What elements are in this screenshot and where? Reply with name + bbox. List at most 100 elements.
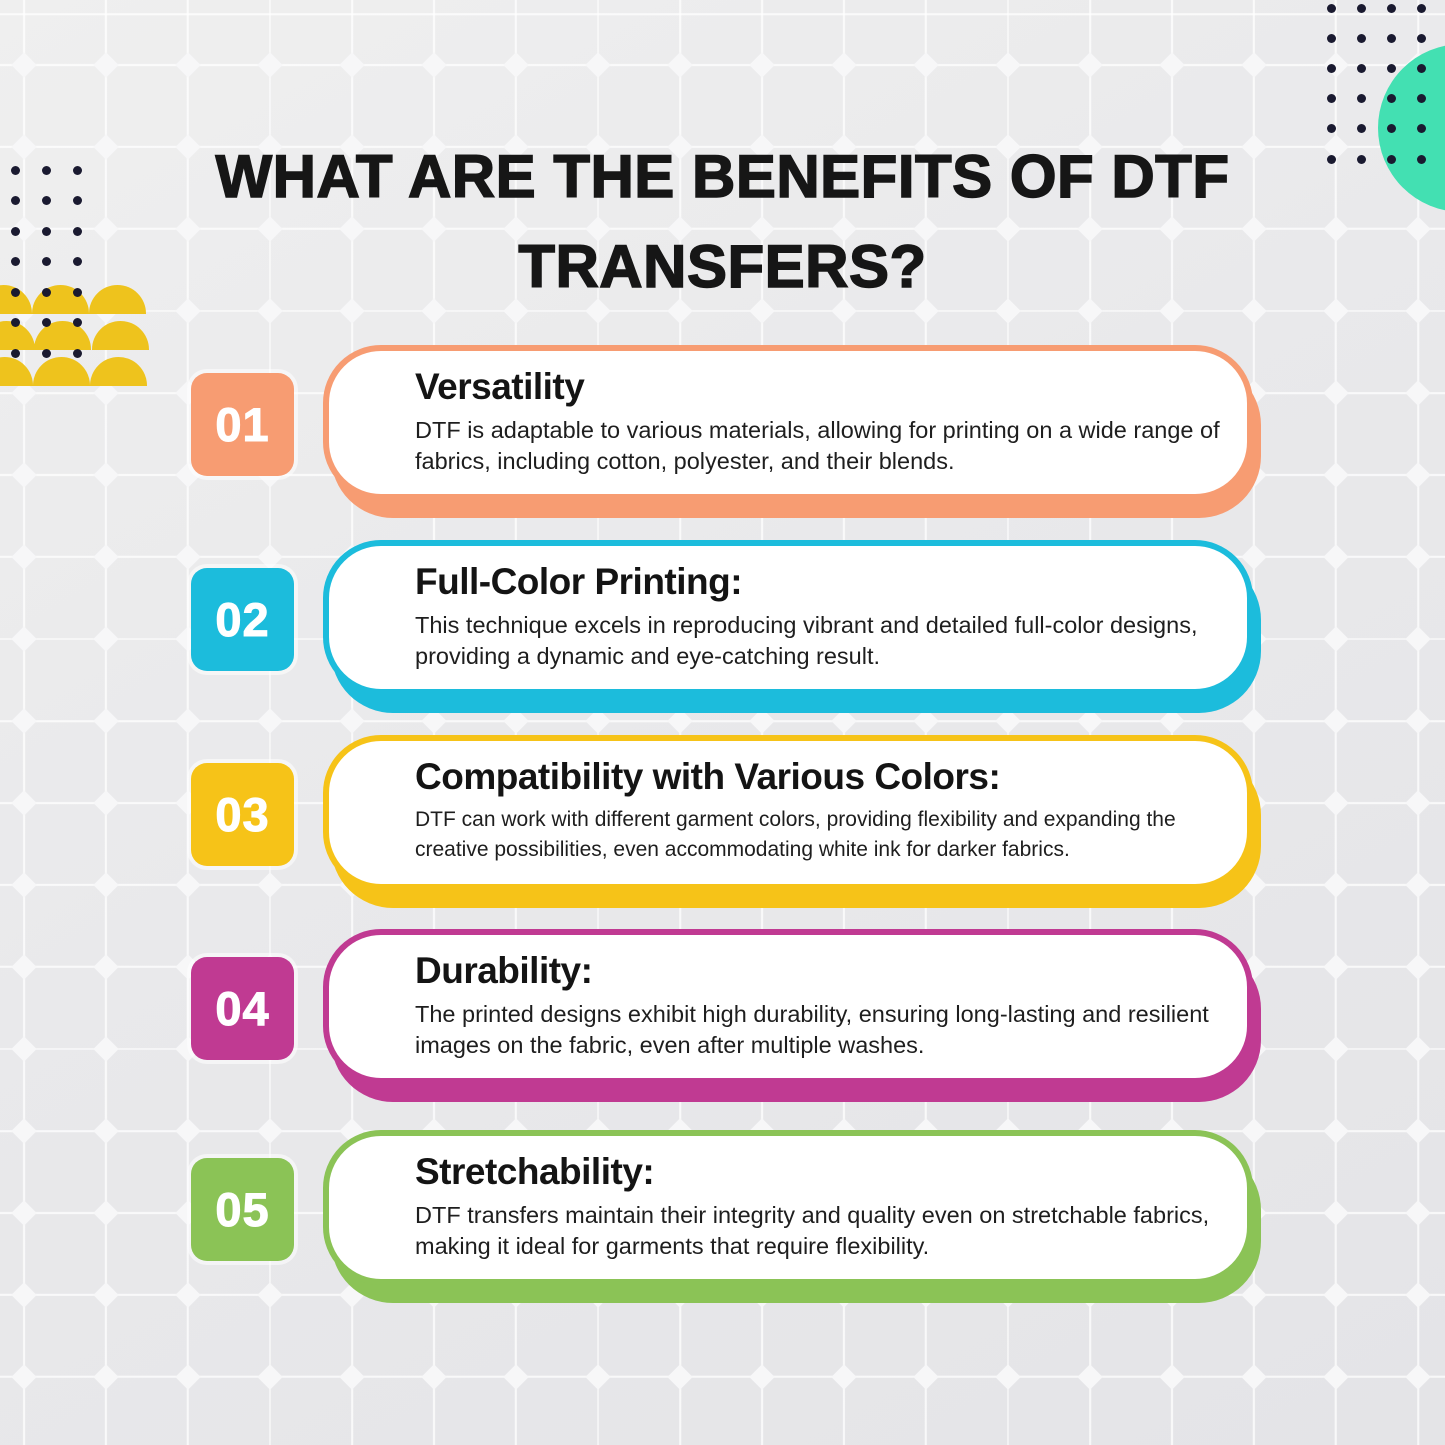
benefit-heading: Stretchability: [415,1151,655,1192]
number-badge-05: 05 [191,1158,294,1261]
decoration-dot [1387,124,1397,134]
number-badge-04: 04 [191,957,294,1060]
grid-diamond [1241,52,1267,78]
grid-diamond [995,52,1021,78]
decoration-dot [41,348,51,358]
benefit-heading: Versatility [415,366,585,407]
decoration-dot [1356,3,1366,13]
decoration-dot [1387,63,1397,73]
decoration-dot [1417,33,1427,43]
decoration-dot [1387,33,1397,43]
grid-diamond [175,1364,201,1390]
decoration-dot [41,318,51,327]
grid-diamond [421,52,447,78]
benefit-heading: Durability: [415,950,593,991]
grid-diamond [339,1364,365,1390]
decoration-dot [1387,154,1397,164]
page-title-line2: TRANSFERS? [518,232,927,301]
grid-diamond [913,1364,939,1390]
grid-diamond [585,52,611,78]
grid-diamond [1405,1364,1431,1390]
grid-diamond [913,52,939,78]
benefit-body: DTF is adaptable to various materials, a… [415,417,1220,474]
decoration-dot [1387,94,1397,104]
grid-diamond [503,1364,529,1390]
decoration-dot [72,348,82,358]
benefit-heading: Full-Color Printing: [415,561,743,602]
decoration-dot [1326,94,1336,104]
grid-diamond [667,52,693,78]
benefit-row-5: Stretchability: DTF transfers maintain t… [0,1130,1445,1325]
decoration-dot [10,257,20,266]
benefit-body: This technique excels in reproducing vib… [415,612,1198,669]
grid-diamond [749,52,775,78]
card-face: Stretchability: DTF transfers maintain t… [323,1130,1253,1285]
decoration-dot [10,165,20,175]
decoration-dot [1417,154,1427,164]
decoration-dot [72,226,82,236]
decoration-dot [1356,94,1366,104]
decoration-dot [10,348,20,358]
decoration-dot [72,165,82,175]
grid-diamond [1241,1364,1267,1390]
decoration-dot [41,287,51,297]
decoration-dot [72,287,82,297]
grid-diamond [585,1364,611,1390]
decoration-dot [1417,3,1427,13]
decoration-dot [1326,33,1336,43]
grid-diamond [749,1364,775,1390]
grid-diamond [1159,52,1185,78]
benefit-row-1: Versatility DTF is adaptable to various … [0,345,1445,540]
benefit-card-3: Compatibility with Various Colors: DTF c… [323,735,1261,908]
grid-diamond [667,1364,693,1390]
grid-diamond [93,52,119,78]
benefit-heading: Compatibility with Various Colors: [415,756,1001,797]
card-face: Durability: The printed designs exhibit … [323,929,1253,1084]
grid-diamond [339,52,365,78]
grid-diamond [1323,1364,1349,1390]
number-badge-01: 01 [191,373,294,476]
benefit-body: DTF can work with different garment colo… [415,808,1176,861]
grid-diamond [831,1364,857,1390]
page-title: WHAT ARE THE BENEFITS OF DTF TRANSFERS? [0,132,1445,312]
benefit-body: The printed designs exhibit high durabil… [415,1001,1209,1058]
grid-diamond [1077,52,1103,78]
card-face: Compatibility with Various Colors: DTF c… [323,735,1253,890]
grid-diamond [1159,1364,1185,1390]
benefit-row-2: Full-Color Printing: This technique exce… [0,540,1445,735]
grid-diamond [503,52,529,78]
decoration-dot [1326,154,1336,164]
decoration-dot [1417,124,1427,134]
benefit-card-5: Stretchability: DTF transfers maintain t… [323,1130,1261,1303]
decoration-dot [41,165,51,175]
card-face: Versatility DTF is adaptable to various … [323,345,1253,500]
benefit-card-4: Durability: The printed designs exhibit … [323,929,1261,1102]
card-face: Full-Color Printing: This technique exce… [323,540,1253,695]
grid-diamond [175,52,201,78]
grid-diamond [421,1364,447,1390]
benefit-card-1: Versatility DTF is adaptable to various … [323,345,1261,518]
decoration-dot [10,196,20,205]
decoration-dot [1356,124,1366,134]
decoration-dot [1417,94,1427,104]
grid-diamond [831,52,857,78]
benefit-row-3: Compatibility with Various Colors: DTF c… [0,735,1445,930]
decoration-dot [41,226,51,236]
decoration-dot [1417,63,1427,73]
decoration-dot [10,226,20,236]
decoration-dot [72,196,82,205]
benefit-card-2: Full-Color Printing: This technique exce… [323,540,1261,713]
decoration-dot [1326,124,1336,134]
decoration-dot [1326,3,1336,13]
decoration-dot [41,196,51,205]
grid-diamond [93,1364,119,1390]
decoration-dot [1356,33,1366,43]
grid-diamond [1077,1364,1103,1390]
benefit-row-4: Durability: The printed designs exhibit … [0,929,1445,1124]
decoration-dot [1356,63,1366,73]
decoration-dot [10,318,20,327]
grid-diamond [257,52,283,78]
number-badge-02: 02 [191,568,294,671]
grid-diamond [257,1364,283,1390]
